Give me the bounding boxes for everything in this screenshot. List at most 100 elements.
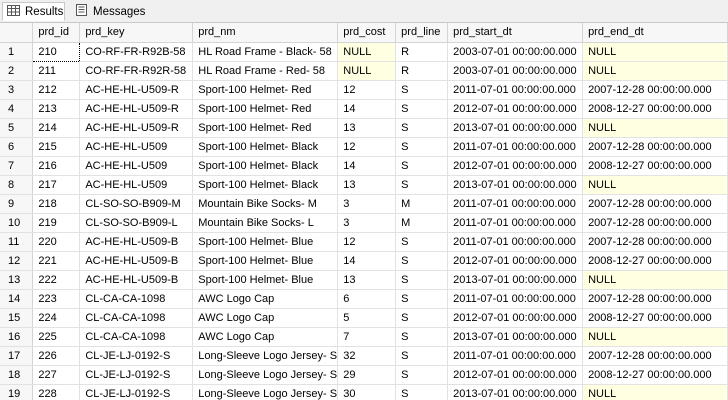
cell-prd-start-dt[interactable]: 2012-07-01 00:00:00.000	[447, 156, 584, 176]
row-number[interactable]: 7	[0, 156, 34, 176]
cell-prd-end-dt[interactable]: NULL	[582, 327, 728, 347]
cell-prd-end-dt[interactable]: 2007-12-28 00:00:00.000	[582, 213, 728, 233]
cell-prd-key[interactable]: CL-JE-LJ-0192-S	[79, 346, 194, 366]
row-number[interactable]: 5	[0, 118, 34, 138]
cell-prd-end-dt[interactable]: NULL	[582, 270, 728, 290]
row-number[interactable]: 15	[0, 308, 34, 328]
cell-prd-key[interactable]: CL-JE-LJ-0192-S	[79, 384, 194, 400]
cell-prd-nm[interactable]: Long-Sleeve Logo Jersey- S	[192, 384, 339, 400]
cell-prd-nm[interactable]: Mountain Bike Socks- L	[192, 213, 339, 233]
column-header[interactable]: prd_nm	[192, 23, 339, 43]
column-header[interactable]: prd_end_dt	[582, 23, 728, 43]
table-row[interactable]: 2 211 CO-RF-FR-R92R-58 HL Road Frame - Red-…	[0, 61, 728, 81]
column-header[interactable]: prd_start_dt	[447, 23, 584, 43]
cell-prd-nm[interactable]: Long-Sleeve Logo Jersey- S	[192, 365, 339, 385]
cell-prd-cost[interactable]: 7	[337, 327, 397, 347]
row-number[interactable]: 12	[0, 251, 34, 271]
cell-prd-start-dt[interactable]: 2011-07-01 00:00:00.000	[447, 194, 584, 214]
cell-prd-id[interactable]: 212	[32, 80, 81, 100]
row-number[interactable]: 14	[0, 289, 34, 309]
cell-prd-line[interactable]: S	[395, 327, 449, 347]
cell-prd-cost[interactable]: 30	[337, 384, 397, 400]
cell-prd-id[interactable]: 221	[32, 251, 81, 271]
cell-prd-cost[interactable]: 12	[337, 137, 397, 157]
cell-prd-line[interactable]: S	[395, 365, 449, 385]
cell-prd-key[interactable]: AC-HE-HL-U509-B	[79, 270, 194, 290]
cell-prd-start-dt[interactable]: 2013-07-01 00:00:00.000	[447, 175, 584, 195]
cell-prd-nm[interactable]: AWC Logo Cap	[192, 327, 339, 347]
cell-prd-key[interactable]: CL-CA-CA-1098	[79, 308, 194, 328]
cell-prd-line[interactable]: S	[395, 384, 449, 400]
cell-prd-end-dt[interactable]: 2008-12-27 00:00:00.000	[582, 156, 728, 176]
cell-prd-key[interactable]: AC-HE-HL-U509	[79, 137, 194, 157]
cell-prd-key[interactable]: AC-HE-HL-U509-R	[79, 80, 194, 100]
cell-prd-line[interactable]: S	[395, 232, 449, 252]
cell-prd-end-dt[interactable]: 2007-12-28 00:00:00.000	[582, 137, 728, 157]
cell-prd-start-dt[interactable]: 2011-07-01 00:00:00.000	[447, 232, 584, 252]
cell-prd-end-dt[interactable]: 2007-12-28 00:00:00.000	[582, 194, 728, 214]
cell-prd-id[interactable]: 225	[32, 327, 81, 347]
cell-prd-id[interactable]: 220	[32, 232, 81, 252]
cell-prd-nm[interactable]: Sport-100 Helmet- Red	[192, 118, 339, 138]
cell-prd-line[interactable]: S	[395, 80, 449, 100]
cell-prd-end-dt[interactable]: NULL	[582, 384, 728, 400]
row-number[interactable]: 2	[0, 61, 34, 81]
cell-prd-end-dt[interactable]: 2008-12-27 00:00:00.000	[582, 365, 728, 385]
cell-prd-line[interactable]: S	[395, 308, 449, 328]
table-row[interactable]: 13 222 AC-HE-HL-U509-B Sport-100 Helmet- Bl…	[0, 270, 728, 290]
cell-prd-nm[interactable]: Sport-100 Helmet- Red	[192, 80, 339, 100]
table-row[interactable]: 15 224 CL-CA-CA-1098 AWC Logo Cap 5 S 2012-07-…	[0, 308, 728, 328]
cell-prd-start-dt[interactable]: 2013-07-01 00:00:00.000	[447, 270, 584, 290]
cell-prd-line[interactable]: S	[395, 346, 449, 366]
cell-prd-end-dt[interactable]: 2007-12-28 00:00:00.000	[582, 289, 728, 309]
table-row[interactable]: 11 220 AC-HE-HL-U509-B Sport-100 Helmet- Bl…	[0, 232, 728, 252]
cell-prd-start-dt[interactable]: 2013-07-01 00:00:00.000	[447, 118, 584, 138]
column-header[interactable]: prd_id	[32, 23, 81, 43]
table-row[interactable]: 9 218 CL-SO-SO-B909-M Mountain Bike Socks- …	[0, 194, 728, 214]
table-row[interactable]: 5 214 AC-HE-HL-U509-R Sport-100 Helmet- Red…	[0, 118, 728, 138]
cell-prd-line[interactable]: S	[395, 270, 449, 290]
cell-prd-start-dt[interactable]: 2003-07-01 00:00:00.000	[447, 42, 584, 62]
cell-prd-id[interactable]: 222	[32, 270, 81, 290]
cell-prd-nm[interactable]: Long-Sleeve Logo Jersey- S	[192, 346, 339, 366]
cell-prd-line[interactable]: M	[395, 213, 449, 233]
cell-prd-end-dt[interactable]: 2007-12-28 00:00:00.000	[582, 232, 728, 252]
tab-messages[interactable]: Messages	[70, 2, 150, 21]
cell-prd-end-dt[interactable]: NULL	[582, 175, 728, 195]
cell-prd-key[interactable]: AC-HE-HL-U509	[79, 175, 194, 195]
cell-prd-id[interactable]: 226	[32, 346, 81, 366]
cell-prd-cost[interactable]: 14	[337, 99, 397, 119]
cell-prd-nm[interactable]: Sport-100 Helmet- Blue	[192, 270, 339, 290]
cell-prd-id[interactable]: 228	[32, 384, 81, 400]
cell-prd-start-dt[interactable]: 2012-07-01 00:00:00.000	[447, 251, 584, 271]
cell-prd-start-dt[interactable]: 2012-07-01 00:00:00.000	[447, 99, 584, 119]
cell-prd-nm[interactable]: Mountain Bike Socks- M	[192, 194, 339, 214]
table-row[interactable]: 8 217 AC-HE-HL-U509 Sport-100 Helmet- Black…	[0, 175, 728, 195]
cell-prd-key[interactable]: CL-CA-CA-1098	[79, 289, 194, 309]
cell-prd-cost[interactable]: 13	[337, 118, 397, 138]
cell-prd-nm[interactable]: Sport-100 Helmet- Blue	[192, 232, 339, 252]
cell-prd-id[interactable]: 211	[32, 61, 81, 81]
cell-prd-start-dt[interactable]: 2011-07-01 00:00:00.000	[447, 289, 584, 309]
table-row[interactable]: 19 228 CL-JE-LJ-0192-S Long-Sleeve Logo Jer…	[0, 384, 728, 400]
cell-prd-start-dt[interactable]: 2013-07-01 00:00:00.000	[447, 384, 584, 400]
cell-prd-key[interactable]: AC-HE-HL-U509-B	[79, 251, 194, 271]
cell-prd-id[interactable]: 214	[32, 118, 81, 138]
cell-prd-key[interactable]: AC-HE-HL-U509	[79, 156, 194, 176]
row-number[interactable]: 13	[0, 270, 34, 290]
cell-prd-start-dt[interactable]: 2011-07-01 00:00:00.000	[447, 137, 584, 157]
cell-prd-cost[interactable]: NULL	[337, 61, 397, 81]
cell-prd-id[interactable]: 218	[32, 194, 81, 214]
cell-prd-id[interactable]: 210	[32, 41, 81, 62]
cell-prd-start-dt[interactable]: 2011-07-01 00:00:00.000	[447, 80, 584, 100]
cell-prd-nm[interactable]: HL Road Frame - Black- 58	[192, 42, 339, 62]
cell-prd-cost[interactable]: 13	[337, 270, 397, 290]
cell-prd-cost[interactable]: 6	[337, 289, 397, 309]
cell-prd-nm[interactable]: Sport-100 Helmet- Black	[192, 156, 339, 176]
row-number[interactable]: 1	[0, 42, 34, 62]
results-grid[interactable]: prd_id prd_key prd_nm prd_cost prd_line …	[0, 23, 728, 400]
cell-prd-cost[interactable]: 14	[337, 156, 397, 176]
cell-prd-end-dt[interactable]: 2007-12-28 00:00:00.000	[582, 80, 728, 100]
cell-prd-nm[interactable]: Sport-100 Helmet- Black	[192, 175, 339, 195]
cell-prd-nm[interactable]: AWC Logo Cap	[192, 308, 339, 328]
